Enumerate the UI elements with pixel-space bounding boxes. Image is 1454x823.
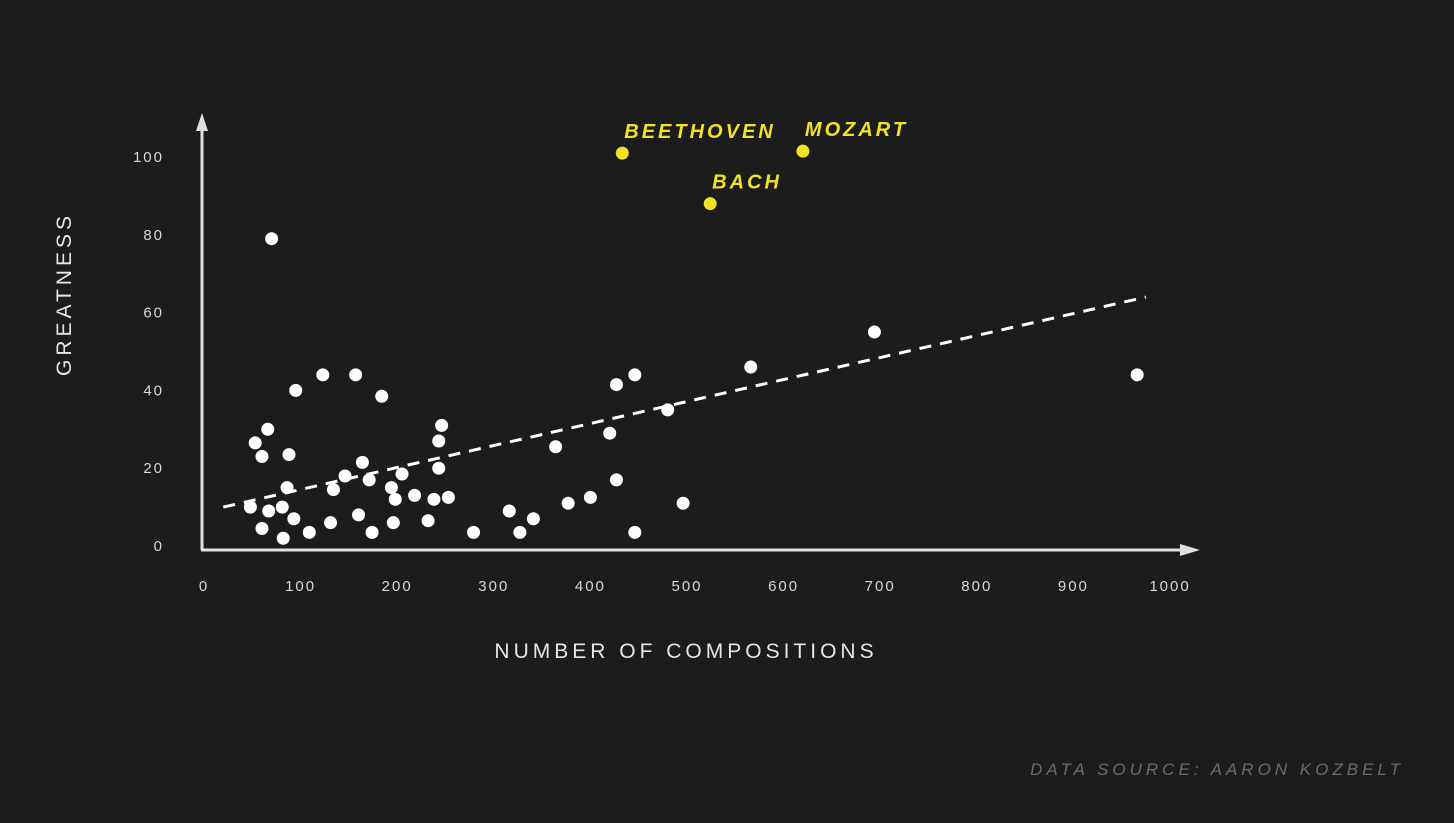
- x-tick-label: 200: [382, 578, 413, 595]
- y-tick-label: 40: [143, 382, 164, 399]
- data-point: [276, 531, 290, 545]
- data-point: [628, 368, 642, 382]
- data-point: [467, 525, 481, 539]
- highlight-label: BEETHOVEN: [624, 121, 775, 143]
- highlight-point: [703, 197, 717, 211]
- y-tick-labels: 0 20 40 60 80 100: [133, 149, 164, 555]
- y-tick-label: 20: [143, 460, 164, 477]
- data-point: [349, 368, 363, 382]
- data-point: [408, 488, 422, 502]
- data-point: [744, 360, 758, 374]
- highlight-label: MOZART: [805, 119, 908, 141]
- data-point: [384, 481, 398, 495]
- data-point: [441, 490, 455, 504]
- data-point: [302, 525, 316, 539]
- data-point: [287, 512, 301, 526]
- x-tick-label: 1000: [1149, 578, 1190, 595]
- x-tick-label: 0: [199, 578, 209, 595]
- data-point: [324, 516, 338, 530]
- data-point: [435, 418, 449, 432]
- trendline: [222, 295, 1147, 509]
- data-point: [326, 483, 340, 497]
- data-point: [262, 504, 276, 518]
- data-point: [248, 436, 262, 450]
- x-axis-title: NUMBER OF COMPOSITIONS: [494, 640, 877, 663]
- data-point: [432, 461, 446, 475]
- data-point: [362, 473, 376, 487]
- highlighted-points: BEETHOVEN MOZART BACH: [615, 119, 908, 211]
- data-point: [243, 500, 257, 514]
- data-point: [561, 496, 575, 510]
- x-tick-label: 100: [285, 578, 316, 595]
- data-point: [255, 450, 269, 464]
- data-point: [676, 496, 690, 510]
- data-point: [395, 467, 409, 481]
- data-point: [352, 508, 366, 522]
- data-point: [282, 448, 296, 462]
- data-point: [583, 490, 597, 504]
- data-point: [628, 525, 642, 539]
- data-point: [388, 492, 402, 506]
- x-tick-label: 400: [575, 578, 606, 595]
- data-point: [355, 455, 369, 469]
- data-point: [365, 525, 379, 539]
- y-tick-label: 0: [154, 538, 164, 555]
- y-tick-label: 60: [143, 305, 164, 322]
- data-point: [275, 500, 289, 514]
- data-point: [513, 525, 527, 539]
- data-point: [609, 378, 623, 392]
- data-point: [255, 521, 269, 535]
- data-point: [338, 469, 352, 483]
- data-point: [265, 232, 279, 246]
- data-points: [243, 232, 1144, 545]
- data-point: [1130, 368, 1144, 382]
- highlight-point: [796, 144, 810, 158]
- axes: [196, 113, 1200, 556]
- trendline-group: [222, 295, 1147, 509]
- x-tick-label: 700: [865, 578, 896, 595]
- y-tick-label: 100: [133, 149, 164, 166]
- data-point: [867, 325, 881, 339]
- data-point: [386, 516, 400, 530]
- y-axis-arrow: [196, 113, 208, 131]
- data-point: [549, 440, 563, 454]
- x-axis-arrow: [1180, 544, 1200, 556]
- data-point: [421, 514, 435, 528]
- x-tick-label: 500: [671, 578, 702, 595]
- highlight-point: [615, 146, 629, 160]
- data-point: [375, 389, 389, 403]
- data-point: [289, 383, 303, 397]
- x-tick-label: 600: [768, 578, 799, 595]
- data-point: [432, 434, 446, 448]
- data-point: [280, 481, 294, 495]
- data-point: [603, 426, 617, 440]
- data-point: [261, 422, 275, 436]
- y-axis-title: GREATNESS: [53, 212, 76, 376]
- data-point: [502, 504, 516, 518]
- data-point: [526, 512, 540, 526]
- x-tick-label: 300: [478, 578, 509, 595]
- y-tick-label: 80: [143, 227, 164, 244]
- x-tick-label: 800: [961, 578, 992, 595]
- data-point: [661, 403, 675, 417]
- data-point: [316, 368, 330, 382]
- data-point: [609, 473, 623, 487]
- highlight-label: BACH: [712, 172, 782, 194]
- data-point: [427, 492, 441, 506]
- x-tick-labels: 0 100 200 300 400 500 600 700 800 900 1000: [199, 578, 1190, 595]
- x-tick-label: 900: [1058, 578, 1089, 595]
- data-source-note: DATA SOURCE: AARON KOZBELT: [1030, 760, 1404, 779]
